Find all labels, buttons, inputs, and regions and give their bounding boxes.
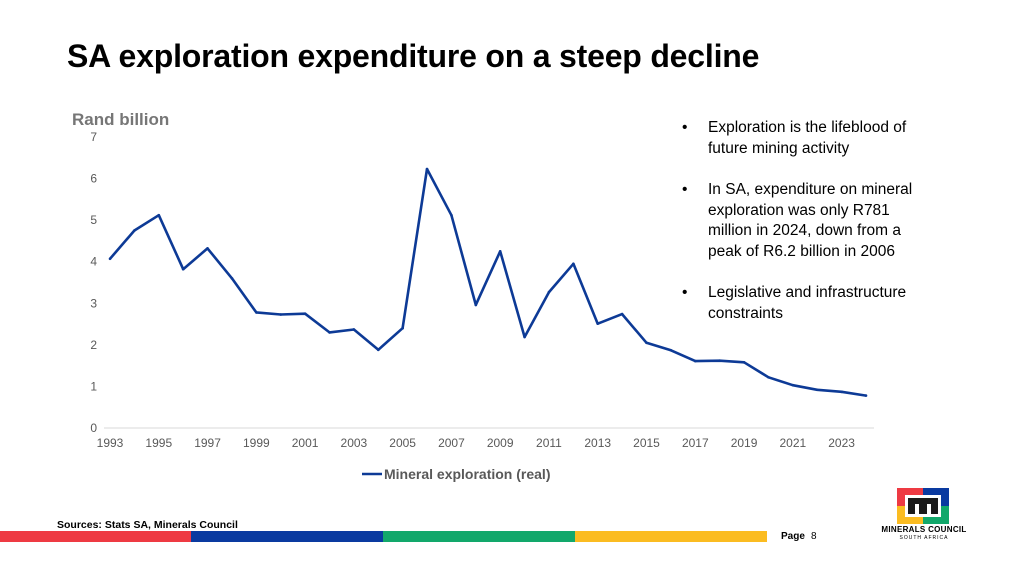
x-tick-label: 1999 [243,436,270,450]
data-point [669,348,673,352]
slide-title: SA exploration expenditure on a steep de… [67,38,760,74]
data-point [133,229,136,232]
x-tick-label: 1993 [97,436,124,450]
legend: Mineral exploration (real) [362,466,550,482]
x-tick-label: 2021 [779,436,806,450]
y-tick-label: 0 [90,421,97,435]
y-tick-label: 2 [90,338,97,352]
data-point [376,348,380,352]
data-point [450,213,453,217]
data-point [303,312,307,315]
footer-stripe-yellow [575,531,767,542]
data-point [620,312,624,316]
data-point [547,290,551,294]
footer-stripe-blue [191,531,383,542]
y-tick-label: 6 [90,172,97,186]
data-point [279,313,283,316]
x-tick-label: 1995 [145,436,172,450]
x-tick-label: 2005 [389,436,416,450]
footer-stripe-red [0,531,191,542]
x-tick-label: 2009 [487,436,514,450]
x-tick-label: 2013 [584,436,611,450]
legend-label: Mineral exploration (real) [384,466,550,482]
page-number: 8 [811,531,817,542]
logo-name: MINERALS COUNCIL [881,525,967,534]
data-point [401,326,404,330]
x-tick-labels: 1993 1995 1997 1999 2001 2003 2005 2007 2009 2011… [97,436,856,450]
data-point [352,328,356,331]
data-point [718,359,721,362]
data-point [108,257,112,261]
x-tick-label: 2003 [341,436,368,450]
data-points [108,167,868,397]
data-point [742,361,746,364]
data-point [693,359,697,363]
bullet-text: Legislative and infrastructure constrain… [708,284,907,322]
data-point [425,167,429,171]
x-tick-label: 2007 [438,436,465,450]
x-tick-label: 2001 [292,436,319,450]
x-tick-label: 2019 [731,436,758,450]
x-tick-label: 2011 [536,436,562,450]
x-tick-label: 1997 [194,436,221,450]
logo-subtitle: SOUTH AFRICA [899,535,949,541]
data-point [791,383,795,387]
data-point [498,250,502,253]
bullet-dot: • [682,284,688,301]
bullet-item: • Exploration is the lifeblood of future… [682,118,922,159]
minerals-council-logo [897,488,949,524]
page-label: Page [781,531,805,542]
y-tick-labels: 0 1 2 3 4 5 6 7 [90,130,97,435]
data-point [230,277,234,280]
bullet-dot: • [682,181,688,198]
data-point [255,311,258,314]
y-tick-label: 4 [90,255,97,269]
x-tick-label: 2017 [682,436,709,450]
bullet-item: • In SA, expenditure on mineral explorat… [682,180,922,262]
data-point [181,267,185,271]
data-point [474,303,478,307]
data-point [596,322,600,325]
data-point [815,388,819,392]
data-point [572,262,575,266]
y-axis-label: Rand billion [72,110,169,129]
bullet-text: Exploration is the lifeblood of future m… [708,119,907,157]
y-tick-label: 1 [90,379,97,393]
bullet-list: • Exploration is the lifeblood of future… [682,118,922,345]
bullet-dot: • [682,119,688,136]
y-tick-label: 3 [90,296,97,310]
y-tick-label: 7 [90,130,97,144]
footer-stripe-green [383,531,575,542]
bullet-text: In SA, expenditure on mineral exploratio… [708,181,913,260]
y-tick-label: 5 [90,213,97,227]
data-point [523,335,526,339]
data-point [864,394,868,397]
data-point [767,375,770,379]
data-point [645,341,648,345]
data-point [328,331,331,334]
series-line-mineral-exploration [109,167,867,397]
sources-note: Sources: Stats SA, Minerals Council [57,519,238,531]
x-tick-label: 2023 [828,436,855,450]
x-tick-label: 2015 [633,436,660,450]
data-point [840,390,843,394]
data-point [157,213,161,217]
bullet-item: • Legislative and infrastructure constra… [682,283,922,324]
data-point [206,247,209,250]
